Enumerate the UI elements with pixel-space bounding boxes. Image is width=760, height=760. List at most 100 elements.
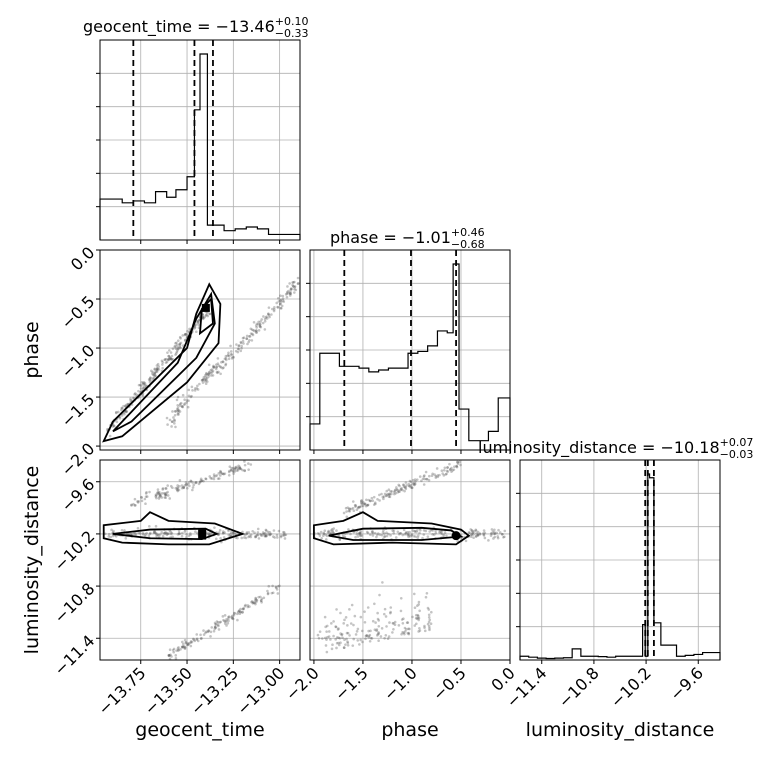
sample-point: [158, 493, 162, 496]
sample-point: [181, 334, 185, 337]
sample-point: [469, 528, 473, 531]
sample-point: [251, 333, 255, 337]
sample-point: [423, 626, 426, 629]
sample-point: [196, 639, 200, 643]
sample-point: [241, 336, 245, 340]
sample-point: [191, 486, 195, 489]
sample-point: [418, 475, 422, 478]
sample-point: [345, 510, 348, 513]
sample-point: [207, 372, 210, 376]
sample-point: [360, 502, 363, 505]
sample-point: [252, 320, 256, 324]
sample-point: [213, 621, 217, 625]
sample-point: [177, 531, 181, 535]
sample-point: [418, 609, 421, 613]
sample-point: [172, 647, 176, 651]
sample-point: [219, 474, 222, 477]
sample-point: [133, 393, 136, 396]
sample-point: [342, 646, 346, 649]
sample-point: [160, 530, 164, 534]
sample-point: [368, 533, 372, 536]
sample-point: [230, 469, 233, 472]
sample-point: [260, 534, 264, 537]
sample-point: [161, 361, 164, 364]
y-tick-label: −0.5: [57, 292, 98, 333]
sample-point: [443, 466, 447, 470]
sample-point: [161, 487, 165, 490]
sample-point: [176, 487, 180, 490]
sample-point: [425, 477, 429, 481]
sample-point: [222, 366, 225, 369]
sample-point: [241, 468, 244, 472]
sample-point: [243, 463, 247, 467]
sample-point: [392, 622, 395, 625]
sample-point: [455, 465, 459, 469]
sample-point: [168, 357, 171, 360]
sample-point: [335, 529, 338, 532]
sample-point: [237, 344, 241, 347]
sample-point: [398, 484, 401, 488]
sample-point: [268, 533, 272, 536]
sample-point: [334, 638, 337, 641]
sample-point: [241, 339, 245, 343]
sample-point: [217, 364, 221, 368]
sample-point: [212, 365, 216, 369]
sample-point: [407, 482, 411, 486]
sample-point: [490, 531, 493, 535]
sample-point: [402, 483, 405, 486]
sample-point: [420, 479, 423, 483]
sample-point: [285, 295, 289, 299]
sample-point: [282, 300, 286, 303]
sample-point: [171, 648, 175, 652]
sample-point: [195, 638, 199, 641]
sample-point: [190, 394, 193, 398]
sample-point: [351, 500, 355, 503]
sample-point: [156, 367, 159, 371]
sample-point: [207, 532, 210, 536]
sample-point: [227, 357, 231, 361]
sample-point: [286, 285, 289, 288]
sample-point: [179, 346, 182, 350]
sample-point: [166, 423, 169, 426]
sample-point: [213, 625, 217, 629]
sample-point: [411, 482, 415, 485]
sample-point: [267, 584, 271, 588]
sample-point: [365, 498, 368, 502]
sample-point: [383, 532, 386, 535]
sample-point: [162, 491, 166, 495]
sample-point: [291, 283, 294, 287]
x-axis-label-luminosity_distance: luminosity_distance: [526, 719, 715, 741]
sample-point: [161, 366, 164, 370]
sample-point: [236, 347, 240, 351]
sample-point: [327, 529, 330, 533]
sample-point: [166, 484, 169, 487]
sample-point: [279, 535, 283, 539]
sample-point: [263, 319, 267, 323]
sample-point: [406, 533, 409, 537]
sample-point: [222, 618, 225, 622]
sample-point: [205, 372, 208, 376]
sample-point: [153, 375, 157, 378]
x-tick-label: −9.6: [666, 663, 707, 704]
sample-point: [253, 601, 257, 605]
sample-point: [250, 339, 254, 342]
sample-point: [254, 324, 258, 327]
sample-point: [405, 628, 408, 631]
sample-point: [401, 631, 404, 634]
sample-point: [482, 533, 486, 536]
sample-point: [193, 639, 197, 643]
sample-point: [288, 282, 291, 285]
sample-point: [141, 382, 145, 386]
sample-point: [237, 464, 240, 468]
sample-point: [275, 536, 279, 539]
sample-point: [341, 534, 345, 538]
sample-point: [363, 610, 366, 613]
sample-point: [262, 532, 266, 535]
sample-point: [175, 649, 178, 652]
sample-point: [442, 468, 446, 472]
sample-point: [377, 632, 381, 635]
sample-point: [322, 532, 326, 536]
contours: [102, 511, 246, 546]
sample-point: [273, 306, 276, 309]
sample-point: [185, 401, 188, 404]
